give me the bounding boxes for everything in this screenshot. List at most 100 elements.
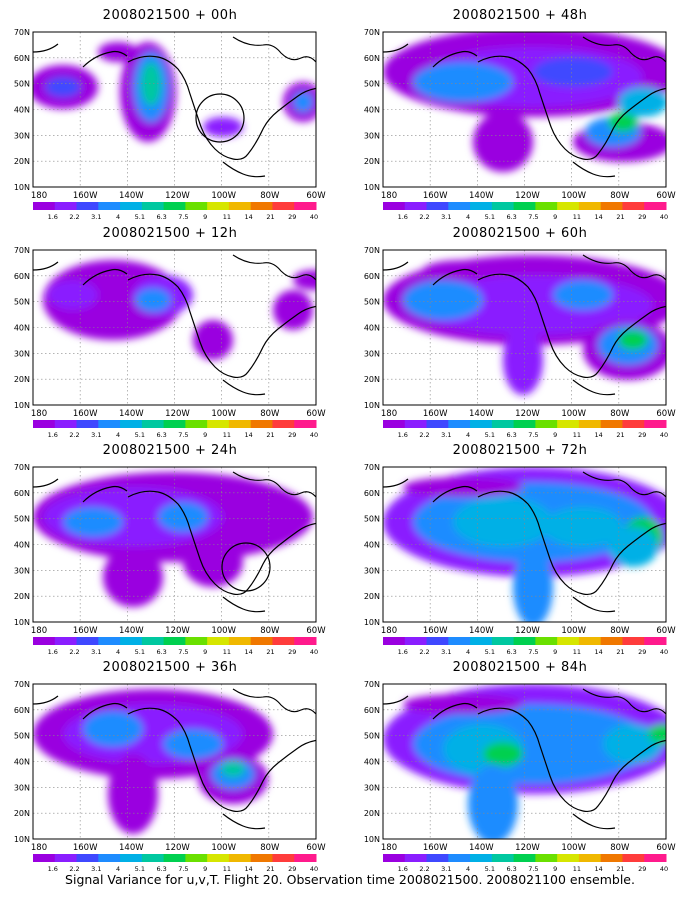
colorbar-label: 29 [638, 431, 646, 439]
longitude-label: 180 [31, 843, 47, 853]
colorbar-label: 7.5 [528, 213, 538, 221]
longitude-label: 100W [561, 626, 586, 636]
colorbar-swatch [54, 420, 78, 428]
longitude-label: 180 [381, 626, 397, 636]
colorbar-swatch [600, 854, 623, 862]
latitude-label: 30N [364, 131, 380, 140]
colorbar-swatch [600, 420, 623, 428]
longitude-label: 180 [381, 409, 397, 419]
longitude-label: 140W [469, 626, 494, 636]
latitude-label: 20N [364, 592, 380, 601]
variance-contour [293, 270, 316, 290]
longitude-label: 100W [561, 409, 586, 419]
colorbar-swatch [250, 854, 273, 862]
latitude-label: 70N [14, 463, 30, 472]
colorbar-label: 40 [660, 648, 668, 656]
colorbar-label: 4 [116, 431, 120, 439]
colorbar-swatch [535, 637, 558, 645]
latitude-label: 60N [364, 489, 380, 498]
colorbar-swatch [228, 637, 252, 645]
latitude-label: 20N [364, 809, 380, 818]
colorbar-swatch [141, 854, 165, 862]
colorbar-label: 6.3 [156, 431, 166, 439]
colorbar-swatch [272, 637, 295, 645]
colorbar-label: 1.6 [398, 213, 408, 221]
latitude-label: 40N [364, 324, 380, 333]
colorbar-label: 9 [553, 213, 557, 221]
colorbar-label: 21 [266, 865, 274, 873]
colorbar-label: 7.5 [178, 648, 188, 656]
colorbar-swatch [383, 854, 406, 862]
colorbar-label: 6.3 [156, 648, 166, 656]
colorbar-label: 14 [245, 213, 253, 221]
panel-title: 2008021500 + 60h [452, 226, 588, 241]
map-panel: 2008021500 + 48h 70N 60N 50N 40N 30N 20N 10N 180… [350, 8, 690, 233]
longitude-label: 120W [165, 843, 190, 853]
colorbar-label: 1.6 [398, 431, 408, 439]
colorbar-label: 2.2 [419, 648, 429, 656]
colorbar-swatch [557, 202, 580, 210]
colorbar-label: 14 [245, 648, 253, 656]
variance-contour [608, 527, 658, 567]
latitude-label: 40N [14, 758, 30, 767]
colorbar-swatch [33, 202, 56, 210]
variance-contour [503, 325, 543, 395]
latitude-label: 40N [14, 106, 30, 115]
colorbar-label: 2.2 [69, 213, 79, 221]
panel-title: 2008021500 + 84h [452, 660, 588, 675]
longitude-label: 60W [656, 843, 676, 853]
colorbar-swatch [98, 637, 121, 645]
figure-caption: Signal Variance for u,v,T. Flight 20. Ob… [65, 872, 635, 887]
longitude-label: 60W [306, 626, 326, 636]
colorbar-label: 1.6 [48, 213, 58, 221]
latitude-label: 30N [14, 783, 30, 792]
variance-contour [83, 711, 143, 747]
latitude-label: 50N [14, 298, 30, 307]
coastline [477, 490, 666, 613]
colorbar-label: 3.1 [91, 213, 101, 221]
colorbar-swatch [185, 202, 208, 210]
colorbar-swatch [207, 637, 230, 645]
latitude-label: 60N [14, 489, 30, 498]
coastline [477, 273, 666, 396]
colorbar-swatch [33, 637, 56, 645]
longitude-label: 60W [656, 191, 676, 201]
colorbar-swatch [404, 854, 428, 862]
colorbar-label: 3.1 [91, 648, 101, 656]
longitude-label: 180 [31, 191, 47, 201]
colorbar-swatch [622, 420, 645, 428]
latitude-label: 60N [364, 272, 380, 281]
longitude-label: 80W [260, 409, 280, 419]
latitude-label: 70N [14, 246, 30, 255]
variance-contour [158, 502, 208, 532]
colorbar-swatch [250, 420, 273, 428]
longitude-label: 100W [211, 626, 236, 636]
longitude-label: 80W [260, 626, 280, 636]
panel-title: 2008021500 + 24h [102, 443, 238, 458]
variance-contour [221, 761, 245, 777]
colorbar-swatch [470, 202, 493, 210]
colorbar-label: 1.6 [48, 865, 58, 873]
colorbar-swatch [250, 202, 273, 210]
colorbar-swatch [207, 202, 230, 210]
colorbar-label: 40 [310, 431, 318, 439]
colorbar-swatch [513, 420, 536, 428]
colorbar-swatch [76, 854, 99, 862]
colorbar-swatch [491, 637, 515, 645]
longitude-label: 160W [73, 843, 98, 853]
colorbar-label: 4 [466, 213, 470, 221]
variance-contour [543, 507, 623, 547]
colorbar-label: 6.3 [156, 213, 166, 221]
longitude-label: 120W [165, 191, 190, 201]
latitude-label: 30N [14, 131, 30, 140]
colorbar-swatch [426, 854, 449, 862]
latitude-label: 20N [364, 375, 380, 384]
colorbar-label: 40 [660, 865, 668, 873]
colorbar-label: 14 [245, 865, 253, 873]
colorbar-swatch [294, 202, 317, 210]
latitude-label: 10N [364, 835, 380, 844]
colorbar-swatch [448, 420, 471, 428]
